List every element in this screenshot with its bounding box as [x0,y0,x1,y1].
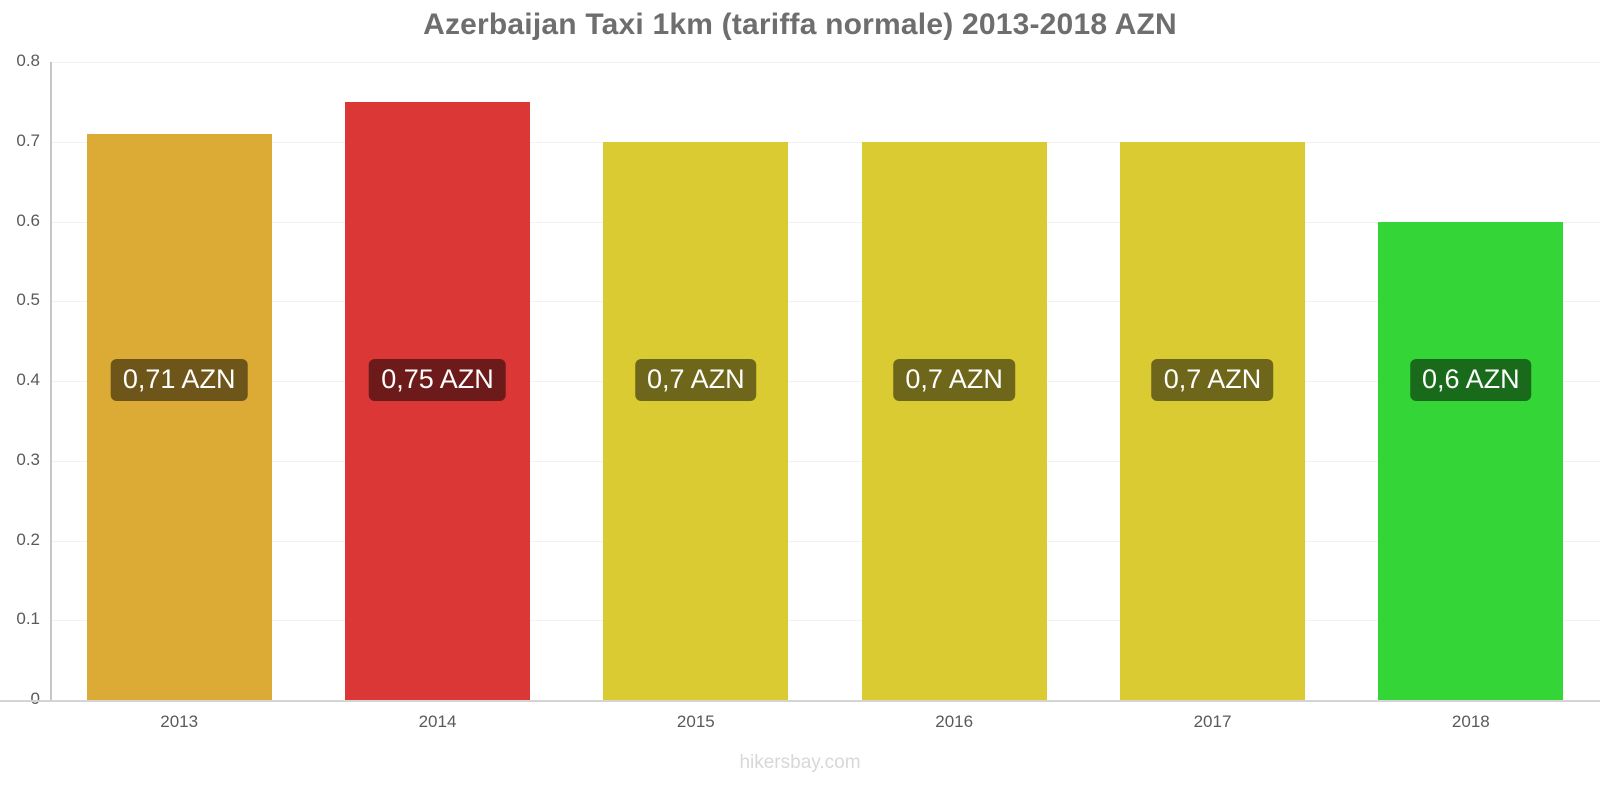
bar-value-label: 0,7 AZN [893,359,1015,402]
x-axis-tick-label: 2018 [1451,712,1490,731]
x-axis-tick-label: 2015 [676,712,715,731]
plot-area: 0,71 AZN 0,75 AZN 0,7 AZN 0,7 AZN 0,7 AZN 0,6… [50,62,1600,700]
x-axis-line [0,700,1600,702]
gridline [50,540,1600,542]
bar[interactable]: 0,7 AZN [603,141,789,700]
y-axis-tick-label: 0.6 [16,210,40,230]
y-axis-line [50,62,52,700]
y-axis-tick-label: 0.8 [16,51,40,70]
y-axis-tick-label: 0.3 [16,449,40,469]
bar-value-label: 0,75 AZN [369,359,506,402]
gridline [50,301,1600,303]
y-axis-tick-label: 0.2 [16,529,40,549]
chart-title: Azerbaijan Taxi 1km (tariffa normale) 20… [423,8,1177,41]
bar-value-label: 0,71 AZN [110,359,248,402]
bar[interactable]: 0,71 AZN [86,133,272,700]
gridline [50,460,1600,462]
bar[interactable]: 0,7 AZN [1120,141,1305,700]
bar-value-label: 0,7 AZN [635,359,757,402]
gridline [50,620,1600,622]
x-axis-tick-label: 2014 [418,712,457,731]
bar[interactable]: 0,75 AZN [345,101,530,700]
y-axis-tick-label: 0.5 [16,290,40,310]
gridline [50,141,1600,143]
y-axis-tick-label: 0 [30,689,40,708]
x-axis-tick-label: 2017 [1193,712,1232,731]
gridline [50,62,1600,63]
bar[interactable]: 0,7 AZN [861,141,1047,700]
y-axis-tick-label: 0.7 [16,130,40,150]
x-axis-tick-label: 2016 [935,712,974,731]
footer-credit: hikersbay.com [739,752,861,773]
bar-value-label: 0,7 AZN [1151,359,1274,402]
gridline [50,381,1600,382]
y-axis-tick-label: 0.4 [16,370,40,389]
bar-value-label: 0,6 AZN [1410,359,1532,402]
y-axis-tick-label: 0.1 [16,609,40,629]
x-axis-tick-label: 2013 [160,712,199,731]
gridline [50,221,1600,223]
bar[interactable]: 0,6 AZN [1378,221,1564,700]
